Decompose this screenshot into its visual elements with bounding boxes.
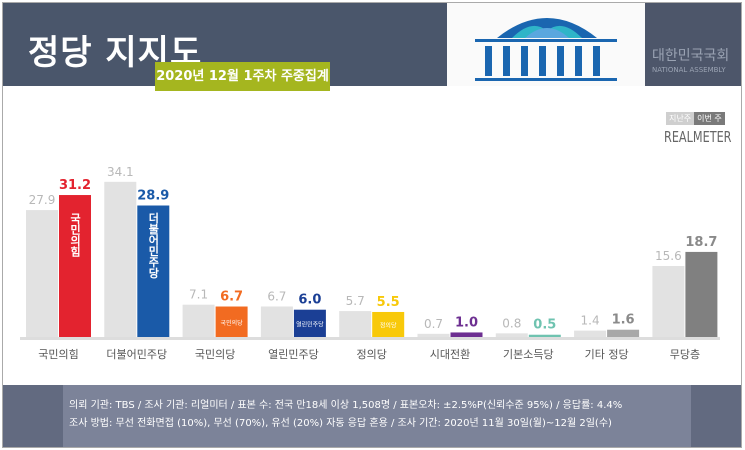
bar-curr xyxy=(607,329,640,337)
value-label-curr: 1.0 xyxy=(455,315,478,330)
value-label-curr: 28.9 xyxy=(137,189,169,204)
value-label-prev: 6.7 xyxy=(267,290,286,304)
bar-prev xyxy=(339,311,372,337)
category-label: 국민의힘 xyxy=(38,348,78,361)
category-label: 정의당 xyxy=(357,348,387,361)
bar-prev xyxy=(652,266,685,337)
legend: 지난주 이번 주 xyxy=(666,112,725,125)
value-label-curr: 1.6 xyxy=(612,313,635,328)
bar-curr xyxy=(215,306,248,337)
category-label: 국민의당 xyxy=(195,348,235,361)
value-label-prev: 5.7 xyxy=(346,294,365,308)
bar-prev xyxy=(260,306,293,337)
value-label-curr: 6.0 xyxy=(298,293,321,308)
survey-line-1: 의뢰 기관: TBS / 조사 기관: 리얼미터 / 표본 수: 전국 만18세… xyxy=(69,400,623,411)
national-assembly-logo xyxy=(447,3,645,86)
subtitle-badge: 2020년 12월 1주차 주중집계 xyxy=(155,62,330,91)
bar-curr xyxy=(528,334,561,337)
bar-prev xyxy=(26,210,58,337)
category-label: 기본소득당 xyxy=(503,348,554,361)
bar-prev xyxy=(417,333,450,337)
bar-prev xyxy=(495,333,528,337)
party-logo: 국민의당 xyxy=(221,319,244,327)
value-label-prev: 7.1 xyxy=(189,288,208,302)
category-label: 열린민주당 xyxy=(268,348,319,361)
value-label-curr: 31.2 xyxy=(59,178,91,193)
survey-line-2: 조사 방법: 무선 전화면접 (10%), 무선 (70%), 유선 (20%)… xyxy=(69,418,612,429)
category-label: 무당층 xyxy=(670,348,700,361)
party-logo: 정의당 xyxy=(380,321,397,329)
bar-curr xyxy=(293,309,326,337)
bar-curr xyxy=(137,205,170,337)
value-label-curr: 0.5 xyxy=(533,318,556,333)
category-label: 기타 정당 xyxy=(585,348,629,361)
party-logo: 열린민주당 xyxy=(296,320,324,328)
assembly-building-icon xyxy=(475,18,617,81)
value-label-prev: 1.4 xyxy=(581,314,600,328)
bar-prev xyxy=(104,181,137,337)
category-label: 더불어민주당 xyxy=(106,348,167,361)
survey-info: 의뢰 기관: TBS / 조사 기관: 리얼미터 / 표본 수: 전국 만18세… xyxy=(63,385,691,447)
value-label-curr: 5.5 xyxy=(377,295,400,310)
value-label-prev: 0.7 xyxy=(424,317,443,331)
value-label-prev: 34.1 xyxy=(107,165,134,179)
value-label-prev: 0.8 xyxy=(502,316,521,330)
baseline xyxy=(20,337,720,340)
party-logo: 더불어민주당 xyxy=(147,211,160,279)
header-right-panel xyxy=(645,3,741,86)
legend-prev: 지난주 xyxy=(666,112,695,125)
party-logo: 국민의힘 xyxy=(69,213,82,257)
assembly-name-en: NATIONAL ASSEMBLY xyxy=(652,66,726,74)
value-label-prev: 15.6 xyxy=(655,249,682,263)
bar-prev xyxy=(574,330,607,337)
legend-curr: 이번 주 xyxy=(694,112,725,125)
bar-curr xyxy=(685,251,718,337)
assembly-name-kr: 대한민국국회 xyxy=(652,48,730,64)
bar-prev xyxy=(182,304,215,337)
value-label-curr: 6.7 xyxy=(220,290,243,305)
value-label-prev: 27.9 xyxy=(29,193,56,207)
bar-curr xyxy=(372,311,405,337)
bar-curr xyxy=(450,332,483,337)
category-label: 시대전환 xyxy=(430,348,470,361)
value-label-curr: 18.7 xyxy=(685,235,717,250)
realmeter-logo: REALMETER xyxy=(664,128,732,146)
bar-curr xyxy=(59,195,91,337)
